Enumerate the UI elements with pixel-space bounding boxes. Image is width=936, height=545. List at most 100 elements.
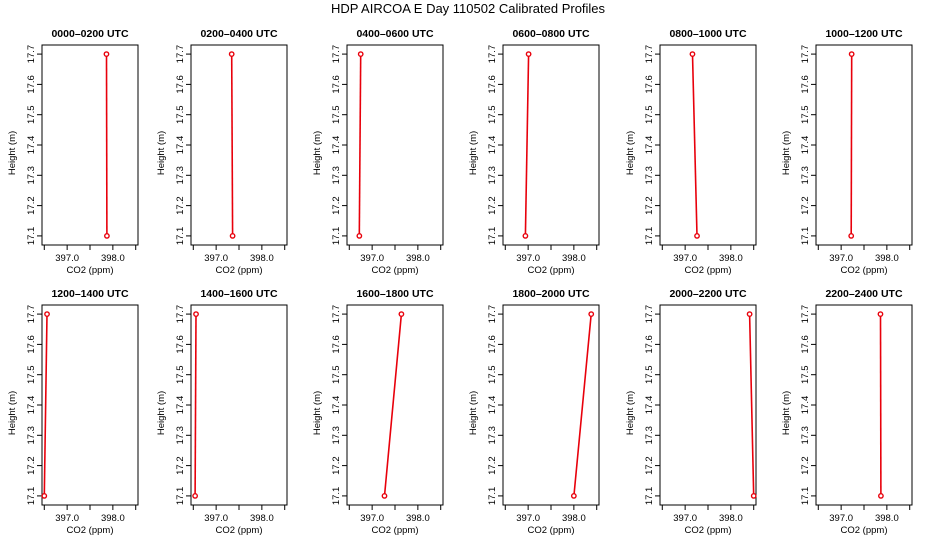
x-axis-label: CO2 (ppm) (528, 265, 575, 276)
x-tick-label: 397.0 (829, 253, 853, 264)
y-tick-label: 17.1 (26, 487, 37, 506)
data-point (849, 52, 853, 56)
x-tick-label: 398.0 (719, 253, 743, 264)
y-tick-label: 17.1 (331, 487, 342, 506)
y-tick-label: 17.1 (331, 227, 342, 246)
y-tick-label: 17.5 (644, 105, 655, 124)
y-tick-label: 17.1 (487, 227, 498, 246)
y-tick-label: 17.1 (26, 227, 37, 246)
figure-title: HDP AIRCOA E Day 110502 Calibrated Profi… (0, 1, 936, 16)
x-tick-label: 397.0 (360, 513, 384, 524)
plot-frame (816, 45, 912, 245)
y-tick-label: 17.3 (800, 166, 811, 185)
panel-title: 1600–1800 UTC (356, 288, 433, 300)
y-tick-label: 17.6 (331, 75, 342, 94)
y-tick-label: 17.3 (175, 166, 186, 185)
y-tick-label: 17.4 (487, 136, 498, 155)
panel-title: 2200–2400 UTC (825, 288, 902, 300)
y-axis-label: Height (m) (156, 131, 167, 175)
y-tick-label: 17.6 (175, 75, 186, 94)
y-tick-label: 17.4 (175, 136, 186, 155)
profile-line (359, 54, 360, 236)
y-tick-label: 17.5 (487, 365, 498, 384)
y-tick-label: 17.4 (26, 136, 37, 155)
plot-frame (503, 305, 599, 505)
plot-frame (816, 305, 912, 505)
x-tick-label: 397.0 (55, 513, 79, 524)
y-tick-label: 17.4 (331, 136, 342, 155)
y-tick-label: 17.7 (331, 45, 342, 64)
y-tick-label: 17.2 (800, 196, 811, 215)
y-tick-label: 17.5 (26, 365, 37, 384)
y-tick-label: 17.6 (26, 75, 37, 94)
x-axis-label: CO2 (ppm) (372, 265, 419, 276)
y-tick-label: 17.3 (26, 166, 37, 185)
panel-title: 0600–0800 UTC (512, 28, 589, 40)
x-axis-label: CO2 (ppm) (841, 265, 888, 276)
panel-title: 0000–0200 UTC (51, 28, 128, 40)
data-point (193, 494, 197, 498)
y-axis-label: Height (m) (312, 391, 323, 435)
data-point (695, 234, 699, 238)
data-point (526, 52, 530, 56)
x-axis-label: CO2 (ppm) (372, 525, 419, 536)
y-tick-label: 17.7 (800, 45, 811, 64)
y-tick-label: 17.1 (487, 487, 498, 506)
y-tick-label: 17.3 (644, 426, 655, 445)
data-point (229, 52, 233, 56)
panel-title: 0200–0400 UTC (200, 28, 277, 40)
data-point (849, 234, 853, 238)
profile-line (750, 314, 754, 496)
panel-title: 1800–2000 UTC (512, 288, 589, 300)
y-tick-label: 17.7 (26, 45, 37, 64)
y-tick-label: 17.3 (487, 166, 498, 185)
x-tick-label: 398.0 (406, 253, 430, 264)
x-tick-label: 398.0 (562, 253, 586, 264)
x-tick-label: 397.0 (516, 253, 540, 264)
y-axis-label: Height (m) (156, 391, 167, 435)
y-tick-label: 17.4 (175, 396, 186, 415)
data-point (879, 494, 883, 498)
y-tick-label: 17.4 (26, 396, 37, 415)
data-point (747, 312, 751, 316)
y-tick-label: 17.5 (800, 105, 811, 124)
y-tick-label: 17.1 (175, 227, 186, 246)
y-tick-label: 17.2 (644, 196, 655, 215)
plot-frame (42, 45, 138, 245)
y-tick-label: 17.1 (175, 487, 186, 506)
plot-frame (191, 305, 287, 505)
plot-frame (347, 45, 443, 245)
panel-title: 1400–1600 UTC (200, 288, 277, 300)
data-point (105, 234, 109, 238)
y-tick-label: 17.3 (487, 426, 498, 445)
data-point (194, 312, 198, 316)
plot-frame (191, 45, 287, 245)
y-tick-label: 17.2 (26, 196, 37, 215)
y-tick-label: 17.2 (800, 456, 811, 475)
y-tick-label: 17.3 (331, 166, 342, 185)
y-tick-label: 17.4 (644, 396, 655, 415)
y-tick-label: 17.5 (26, 105, 37, 124)
x-tick-label: 398.0 (250, 253, 274, 264)
y-tick-label: 17.2 (175, 456, 186, 475)
y-tick-label: 17.7 (644, 305, 655, 324)
y-tick-label: 17.5 (331, 105, 342, 124)
y-tick-label: 17.2 (26, 456, 37, 475)
y-tick-label: 17.3 (331, 426, 342, 445)
x-axis-label: CO2 (ppm) (216, 525, 263, 536)
x-axis-label: CO2 (ppm) (67, 265, 114, 276)
plot-frame (347, 305, 443, 505)
y-tick-label: 17.7 (26, 305, 37, 324)
data-point (878, 312, 882, 316)
profile-line (232, 54, 233, 236)
x-axis-label: CO2 (ppm) (685, 265, 732, 276)
y-axis-label: Height (m) (625, 131, 636, 175)
